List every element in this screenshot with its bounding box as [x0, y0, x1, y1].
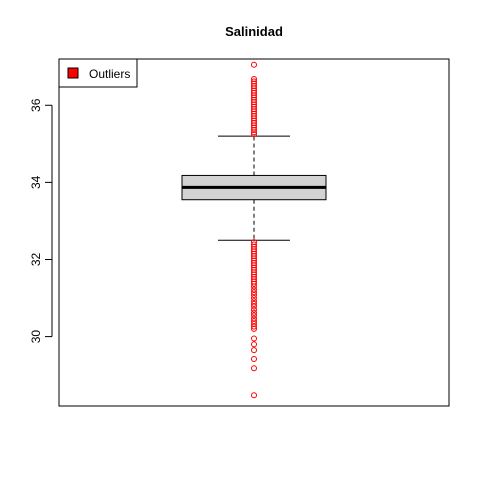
legend-swatch — [67, 67, 79, 79]
outlier-point-47 — [251, 289, 257, 296]
outlier-point-66 — [251, 392, 257, 399]
outlier-point-61 — [251, 335, 257, 342]
outlier-point-44 — [251, 280, 257, 287]
outlier-point-48 — [251, 291, 257, 298]
outlier-point-0 — [251, 61, 257, 68]
outlier-point-55 — [251, 312, 257, 319]
legend-label-outliers: Outliers — [89, 67, 130, 81]
y-tick-label-30: 30 — [29, 330, 43, 344]
outlier-point-25 — [251, 131, 257, 138]
chart-title: Salinidad — [225, 24, 283, 39]
plot-frame — [58, 58, 450, 407]
outlier-point-64 — [251, 355, 257, 362]
y-axis: 30 32 34 36 — [29, 98, 53, 344]
outlier-point-60 — [251, 325, 257, 332]
outlier-point-65 — [251, 365, 257, 372]
outlier-point-23 — [251, 126, 257, 133]
legend: Outliers — [58, 58, 138, 88]
outlier-point-54 — [251, 309, 257, 316]
outlier-point-62 — [251, 341, 257, 348]
y-tick-label-34: 34 — [29, 175, 43, 189]
outlier-point-59 — [251, 323, 257, 330]
box-group — [181, 135, 327, 241]
outlier-point-63 — [251, 347, 257, 354]
outlier-point-45 — [251, 283, 257, 290]
outlier-point-52 — [251, 303, 257, 310]
y-tick-label-36: 36 — [29, 98, 43, 112]
outlier-points — [251, 61, 257, 399]
outlier-point-49 — [251, 295, 257, 302]
outlier-point-53 — [251, 306, 257, 313]
y-tick-label-32: 32 — [29, 252, 43, 266]
outlier-point-51 — [251, 300, 257, 307]
outlier-point-24 — [251, 129, 257, 136]
